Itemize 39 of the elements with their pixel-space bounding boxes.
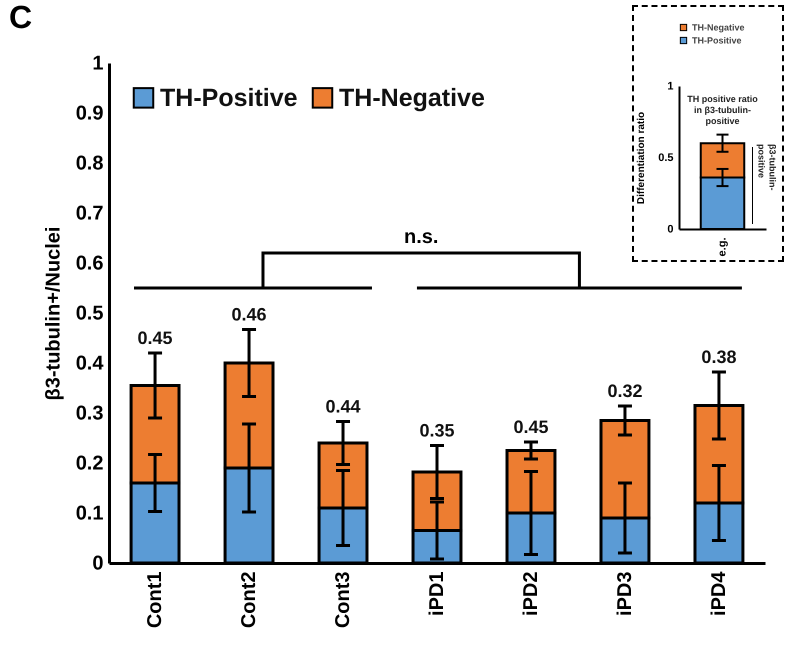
- y-tick-label: 0.3: [76, 402, 104, 424]
- y-tick-label: 0.8: [76, 152, 104, 174]
- y-tick-label: 1: [667, 80, 674, 92]
- y-tick-label: 0.2: [76, 452, 104, 474]
- y-tick-label: 0: [92, 552, 104, 574]
- y-tick-label: 0.6: [76, 252, 104, 274]
- x-tick-label: iPD1: [426, 572, 448, 616]
- x-tick-label: iPD2: [520, 572, 542, 616]
- annotation: TH positive ratio in β3-tubulin-positive: [686, 94, 759, 127]
- chart-title: C: [9, 0, 32, 35]
- y-tick-label: 0.5: [76, 302, 104, 324]
- legend-label: TH-Negative: [339, 84, 485, 112]
- annotation: 0.45: [138, 328, 173, 348]
- y-tick-label: 0.7: [76, 202, 104, 224]
- legend-label: TH-Positive: [692, 36, 742, 46]
- annotation: n.s.: [404, 226, 438, 248]
- annotation: 0.45: [513, 417, 549, 437]
- legend-label: TH-Negative: [692, 22, 745, 32]
- annotation: 0.38: [701, 347, 736, 367]
- annotation: 0.35: [419, 420, 455, 440]
- x-tick-label: Cont2: [238, 572, 260, 628]
- x-tick-label: Cont1: [144, 572, 166, 628]
- annotation: 0.44: [325, 396, 361, 416]
- x-tick-label: iPD3: [614, 572, 636, 616]
- x-tick-label: e.g.: [716, 238, 728, 256]
- y-tick-label: 0: [667, 224, 674, 236]
- annotation: 0.32: [607, 381, 642, 401]
- annotation: 0.46: [232, 304, 267, 324]
- y-tick-label: 0.1: [76, 502, 104, 524]
- y-tick-label: 0.4: [76, 352, 104, 374]
- y-tick-label: 0.5: [658, 152, 674, 164]
- y-axis-title: Differentiation ratio: [636, 112, 648, 204]
- annotation: β3-tubulin-positive: [755, 144, 778, 192]
- x-tick-label: Cont3: [332, 572, 354, 628]
- x-tick-label: iPD4: [708, 570, 730, 616]
- y-tick-label: 0.9: [76, 102, 104, 124]
- y-axis-title: β3-tubulin+/Nuclei: [42, 226, 65, 400]
- legend-label: TH-Positive: [160, 84, 298, 112]
- y-tick-label: 1: [92, 52, 104, 74]
